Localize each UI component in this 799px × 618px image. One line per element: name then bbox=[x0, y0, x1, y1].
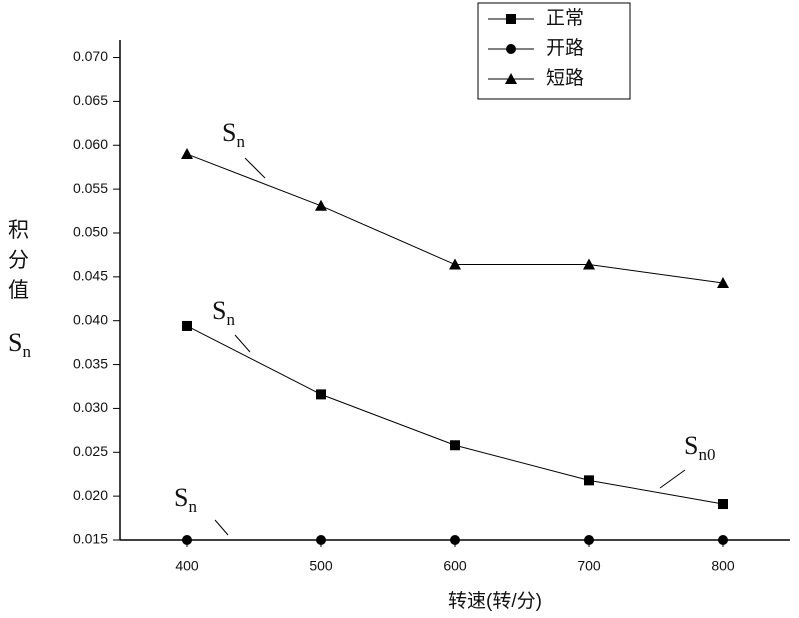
x-tick-label: 700 bbox=[577, 558, 601, 574]
x-tick-label: 600 bbox=[443, 558, 467, 574]
marker bbox=[182, 320, 192, 331]
legend-label: 短路 bbox=[546, 67, 584, 89]
y-axis-symbol-main: S bbox=[8, 328, 22, 357]
y-tick-label: 0.030 bbox=[73, 399, 108, 415]
marker bbox=[718, 535, 728, 545]
x-tick-label: 800 bbox=[711, 558, 735, 574]
legend-label: 开路 bbox=[546, 37, 584, 59]
annotation-symbol: S bbox=[222, 118, 236, 147]
annotation-subscript: n0 bbox=[698, 445, 715, 464]
annotation-subscript: n bbox=[236, 132, 245, 151]
marker bbox=[181, 148, 193, 160]
marker bbox=[450, 535, 460, 545]
marker bbox=[316, 389, 326, 400]
y-tick-label: 0.035 bbox=[73, 355, 108, 371]
marker bbox=[449, 258, 461, 270]
x-axis-label: 转速(转/分) bbox=[448, 590, 542, 612]
annotation: Sn bbox=[222, 118, 245, 151]
annotation-symbol: S bbox=[212, 296, 226, 325]
y-tick-label: 0.055 bbox=[73, 180, 108, 196]
y-tick-label: 0.040 bbox=[73, 311, 108, 327]
y-tick-label: 0.060 bbox=[73, 136, 108, 152]
annotation: Sn0 bbox=[684, 431, 715, 464]
y-tick-label: 0.020 bbox=[73, 487, 108, 503]
annotation-subscript: n bbox=[188, 497, 197, 516]
marker bbox=[717, 276, 729, 288]
annotation-subscript: n bbox=[226, 310, 235, 329]
marker bbox=[316, 535, 326, 545]
marker bbox=[584, 475, 594, 486]
marker bbox=[584, 535, 594, 545]
y-tick-label: 0.015 bbox=[73, 531, 108, 547]
annotation-leader bbox=[234, 334, 251, 353]
marker bbox=[315, 199, 327, 211]
annotation-symbol: S bbox=[174, 483, 188, 512]
x-tick-label: 400 bbox=[175, 558, 199, 574]
annotation: Sn bbox=[174, 483, 197, 516]
y-tick-label: 0.050 bbox=[73, 224, 108, 240]
series-line bbox=[186, 325, 724, 505]
marker bbox=[583, 258, 595, 270]
y-axis-label: 积分值 bbox=[8, 218, 29, 302]
y-tick-label: 0.070 bbox=[73, 48, 108, 64]
marker bbox=[506, 44, 516, 54]
annotation-leader bbox=[659, 469, 686, 489]
annotation-symbol: S bbox=[684, 431, 698, 460]
marker bbox=[505, 73, 517, 84]
y-tick-label: 0.045 bbox=[73, 268, 108, 284]
legend-label: 正常 bbox=[546, 7, 584, 29]
x-tick-label: 500 bbox=[309, 558, 333, 574]
y-tick-label: 0.025 bbox=[73, 443, 108, 459]
annotation-leader bbox=[244, 157, 266, 179]
y-axis-symbol-sub: n bbox=[22, 342, 31, 361]
annotation: Sn bbox=[212, 296, 235, 329]
marker bbox=[718, 499, 728, 510]
marker bbox=[450, 440, 460, 451]
marker bbox=[182, 535, 192, 545]
annotation-leader bbox=[214, 519, 229, 536]
y-tick-label: 0.065 bbox=[73, 92, 108, 108]
marker bbox=[506, 14, 516, 24]
y-axis-symbol: Sn bbox=[8, 328, 31, 361]
